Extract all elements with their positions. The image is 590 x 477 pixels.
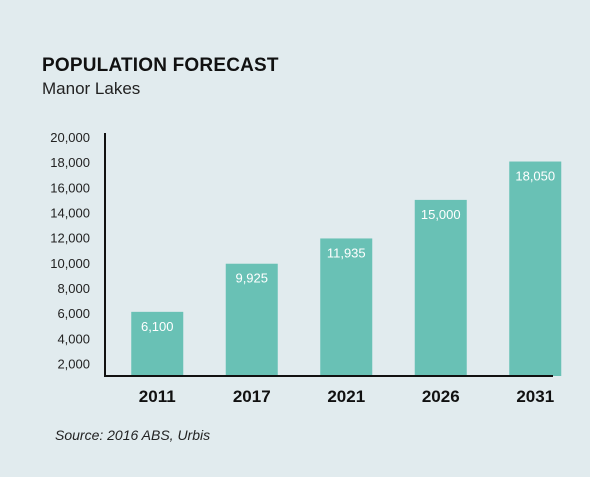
x-tick-label: 2017 xyxy=(233,387,271,406)
chart-subtitle: Manor Lakes xyxy=(42,79,141,98)
x-tick-label: 2026 xyxy=(422,387,460,406)
x-tick-label: 2021 xyxy=(327,387,365,406)
y-tick-label: 4,000 xyxy=(57,331,90,346)
bar-2021 xyxy=(320,238,373,376)
y-tick-label: 10,000 xyxy=(50,256,90,271)
y-tick-label: 2,000 xyxy=(57,356,90,371)
y-tick-label: 18,000 xyxy=(50,155,90,170)
chart-title: POPULATION FORECAST xyxy=(42,55,279,76)
bar-value-label: 11,935 xyxy=(327,245,366,260)
y-tick-label: 14,000 xyxy=(50,205,90,220)
x-tick-label: 2011 xyxy=(139,387,176,406)
x-tick-label: 2031 xyxy=(516,387,554,406)
bar-2011 xyxy=(131,311,184,376)
bar-value-label: 9,925 xyxy=(235,271,268,286)
bar-value-label: 6,100 xyxy=(141,319,174,334)
bar-value-label: 18,050 xyxy=(515,169,555,184)
y-tick-label: 8,000 xyxy=(57,281,90,296)
y-tick-label: 20,000 xyxy=(50,130,90,145)
y-tick-label: 16,000 xyxy=(50,180,90,195)
bar-2026 xyxy=(414,199,467,376)
y-tick-label: 12,000 xyxy=(50,231,90,246)
bar-value-label: 15,000 xyxy=(421,207,461,222)
y-tick-label: 6,000 xyxy=(57,306,90,321)
bar-2031 xyxy=(509,161,562,376)
source-note: Source: 2016 ABS, Urbis xyxy=(55,427,211,443)
bar-2017 xyxy=(225,263,278,376)
